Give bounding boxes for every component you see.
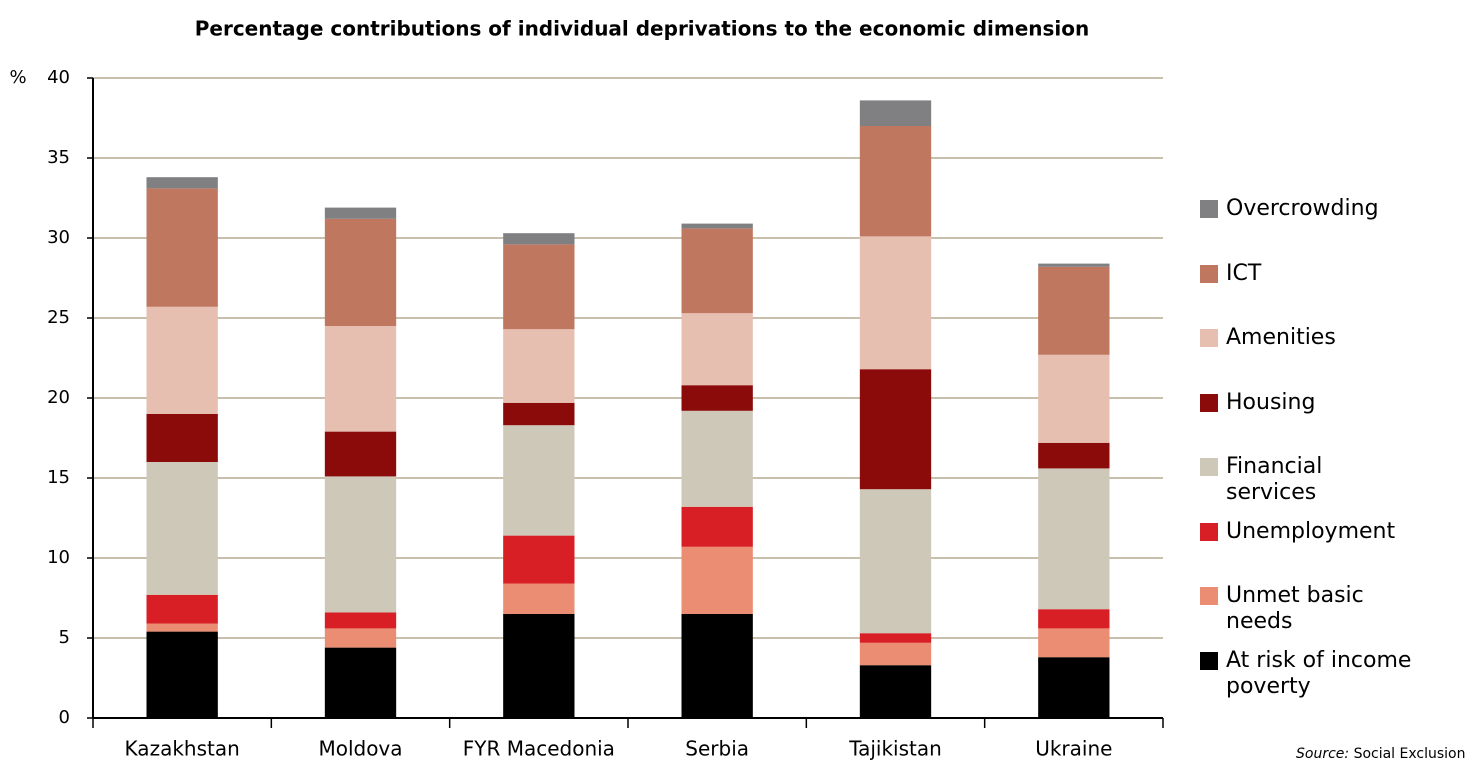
- bar-segment: [503, 402, 575, 426]
- y-tick-label: 35: [47, 147, 70, 168]
- y-tick-label: 40: [47, 67, 70, 88]
- legend-swatch: [1200, 264, 1218, 283]
- source: Source: Social Exclusion Survey 2009: [1296, 746, 1467, 762]
- legend-entry: Unmet basic needs: [1200, 583, 1450, 635]
- bar-segment: [1038, 354, 1110, 443]
- bar-segment: [146, 177, 218, 189]
- bar-segment: [681, 614, 753, 718]
- bar-segment: [681, 313, 753, 386]
- bar-segment: [324, 218, 397, 326]
- bar-segment: [859, 489, 932, 634]
- bar-segment: [859, 100, 932, 126]
- x-tick-label: Tajikistan: [848, 737, 942, 761]
- bar-segment: [146, 462, 218, 595]
- bar-segment: [859, 126, 932, 237]
- bar-segment: [503, 244, 575, 330]
- bar-segment: [503, 583, 575, 614]
- bar-segment: [859, 642, 932, 666]
- y-tick-label: 15: [47, 467, 70, 488]
- y-tick-label: 30: [47, 227, 70, 248]
- x-tick-label: Ukraine: [1035, 737, 1112, 761]
- bar-segment: [503, 233, 575, 245]
- legend-entry: Housing: [1200, 390, 1450, 416]
- legend-swatch: [1200, 587, 1218, 605]
- bar-segment: [324, 476, 397, 613]
- legend-entry: Financial services: [1200, 454, 1450, 506]
- source-text: Social Exclusion Survey 2009: [1353, 746, 1467, 762]
- legend-label: Housing: [1226, 389, 1316, 415]
- bar-segment: [146, 414, 218, 462]
- bar-segment: [1038, 609, 1110, 629]
- bar-segment: [681, 546, 753, 614]
- bar-segment: [1038, 442, 1110, 469]
- x-tick-label: FYR Macedonia: [463, 737, 615, 761]
- source-label: Source:: [1296, 746, 1350, 762]
- bar-segment: [146, 623, 218, 632]
- legend-swatch: [1200, 522, 1218, 541]
- x-tick-label: Moldova: [318, 737, 402, 761]
- legend-label: ICT: [1226, 260, 1262, 286]
- legend-label: Overcrowding: [1226, 196, 1379, 221]
- chart-title: Percentage contributions of individual d…: [195, 17, 1090, 41]
- bar-segment: [681, 228, 753, 314]
- y-tick-label: 5: [59, 627, 70, 648]
- bar-segment: [324, 628, 397, 648]
- legend-entry: Amenities: [1200, 325, 1450, 351]
- legend-entry: ICT: [1200, 261, 1450, 287]
- y-tick-label: 10: [47, 547, 70, 568]
- bar-segment: [146, 631, 218, 718]
- bar-segment: [503, 614, 575, 718]
- bar-segment: [146, 594, 218, 624]
- bar-segment: [859, 633, 932, 643]
- bar-segment: [324, 647, 397, 718]
- bar-segment: [1038, 263, 1110, 267]
- bar-segment: [859, 236, 932, 370]
- legend-swatch: [1200, 200, 1218, 218]
- bar-segment: [503, 329, 575, 403]
- bar-segment: [1038, 628, 1110, 658]
- x-tick-label: Kazakhstan: [125, 737, 240, 761]
- legend-entry: Overcrowding: [1200, 196, 1450, 222]
- legend-swatch: [1200, 651, 1218, 670]
- legend-label: Unmet basic needs: [1226, 583, 1364, 634]
- y-tick-label: 0: [59, 707, 70, 728]
- legend-swatch: [1200, 458, 1218, 476]
- bar-segment: [1038, 468, 1110, 610]
- bar-segment: [146, 306, 218, 414]
- y-tick-label: 20: [47, 387, 70, 408]
- bar-segment: [324, 431, 397, 477]
- bar-segment: [1038, 657, 1110, 718]
- bar-segment: [324, 207, 397, 219]
- bar-segment: [503, 535, 575, 584]
- y-tick-label: 25: [47, 307, 70, 328]
- legend-label: Financial services: [1226, 454, 1323, 505]
- bar-segment: [681, 506, 753, 547]
- bar-segment: [324, 326, 397, 432]
- legend-label: Amenities: [1226, 325, 1336, 350]
- legend-entry: At risk of income poverty: [1200, 648, 1450, 700]
- x-tick-label: Serbia: [685, 737, 749, 761]
- bar-segment: [681, 223, 753, 229]
- bar-segment: [681, 385, 753, 411]
- bar-segment: [859, 665, 932, 718]
- bar-segment: [324, 612, 397, 629]
- bar-segment: [1038, 266, 1110, 355]
- y-axis-label: %: [9, 67, 26, 88]
- legend-entry: Unemployment: [1200, 519, 1450, 545]
- bar-segment: [681, 410, 753, 507]
- bar-segment: [503, 425, 575, 536]
- bar-segment: [859, 369, 932, 490]
- legend-label: Unemployment: [1226, 518, 1396, 544]
- legend-swatch: [1200, 329, 1218, 347]
- bar-segment: [146, 188, 218, 307]
- legend-swatch: [1200, 393, 1218, 412]
- legend-label: At risk of income poverty: [1226, 647, 1412, 699]
